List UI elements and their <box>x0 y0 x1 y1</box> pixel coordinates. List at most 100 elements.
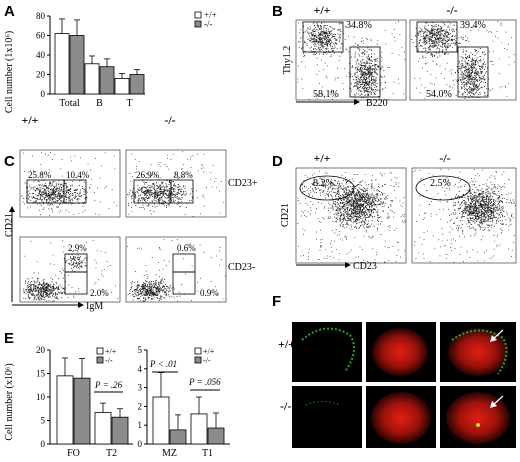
panel-b-dots-b220-wt <box>348 37 386 99</box>
panel-e-legend-ko-2: -/- <box>203 356 211 365</box>
panel-e-right-category-mz: MZ <box>162 448 177 459</box>
panel-e-left-ytick-label-2: 10 <box>36 392 46 402</box>
panel-a-bar-chart: Cell number (1x10⁶) 0 20 40 60 80 Total B T +/… <box>4 10 217 113</box>
panel-e-ylabel: Cell number (x10⁶) <box>4 363 15 440</box>
panel-label-a: A <box>4 3 15 20</box>
panel-a-ytick-label-3: 60 <box>36 31 46 41</box>
panel-c-gate-wt-top-right <box>63 179 87 204</box>
panel-b-genotype-wt: +/+ <box>313 3 330 17</box>
panel-b-ko-bottom-value: 54.0% <box>426 89 452 100</box>
follicle-wt-red <box>372 328 428 376</box>
panel-e-right-ytick-label-4: 4 <box>138 364 143 374</box>
panel-c-dots-wt-top-bg <box>23 152 118 216</box>
panel-d-xlabel: CD23 <box>353 261 377 272</box>
panel-b-ylabel: Thy1.2 <box>282 46 293 75</box>
panel-e-legend-swatch-ko-2 <box>194 356 202 364</box>
panel-b-xlabel: B220 <box>366 98 388 109</box>
panel-e-right-bar-t1-ko <box>207 427 225 445</box>
panel-e-legend-ko-1: -/- <box>105 356 113 365</box>
panel-a-bar-total-ko <box>69 35 85 95</box>
panel-e-right-bar-t1-wt <box>190 413 208 445</box>
panel-c-ko-bottom-value-2: 0.9% <box>200 288 219 298</box>
panel-c-gate-ko-top-right <box>170 179 194 204</box>
panel-b-plot-wt <box>295 19 407 101</box>
panel-a-bar-b-wt <box>84 63 100 95</box>
panel-a-bar-t-ko <box>129 74 145 95</box>
panel-e-right-ytick-label-1: 1 <box>138 420 143 430</box>
panel-b-gate-thy-wt <box>302 21 344 53</box>
panel-c-flow-plots: CD21 25.8% 10.4% 26.9% 8.8% 2.9% 2.0% 0.… <box>4 149 258 312</box>
panel-e-legend-wt-2: +/+ <box>203 347 215 356</box>
panel-b-gate-b220-wt <box>349 46 381 98</box>
panel-c-ko-top-value-1: 26.9% <box>136 170 160 180</box>
panel-e-right-ytick-label-3: 3 <box>138 383 143 393</box>
panel-b-wt-bottom-value: 58.1% <box>313 89 339 100</box>
panel-e-left-category-t2: T2 <box>106 448 117 459</box>
panel-e-left-ytick-label-3: 15 <box>36 369 46 379</box>
panel-b-gate-thy-ko <box>416 21 458 53</box>
follicle-ko-merge <box>446 392 510 444</box>
legend-label-wt: +/+ <box>204 10 217 20</box>
panel-e-bar-charts: Cell number (x10⁶) 0 5 10 15 20 0 1 2 3 4 5 FO T2 MZ… <box>4 345 230 459</box>
panel-d-dots-wt-mz <box>297 177 365 203</box>
panel-e-legend-swatch-ko-1 <box>96 356 104 364</box>
panel-c-plot-wt-top <box>19 149 121 218</box>
panel-e-p-t1: P = .056 <box>188 377 221 387</box>
panel-b-dots-bg-wt <box>297 21 406 100</box>
panel-c-ko-bottom-value-1: 0.6% <box>177 243 196 253</box>
panel-c-gate-wt-bottom-lower <box>64 271 88 295</box>
legend-label-ko: -/- <box>204 19 213 29</box>
panel-b-plot-ko <box>409 19 517 101</box>
panel-b-dots-bg-ko <box>414 21 515 99</box>
panel-b-genotype-ko: -/- <box>446 3 457 17</box>
panel-c-dots-ko-bottom-bg <box>127 239 226 302</box>
panel-label-b: B <box>272 3 283 20</box>
panel-c-wt-top-value-2: 10.4% <box>66 170 90 180</box>
panel-e-p-t2: P = .26 <box>94 380 123 390</box>
panel-f-genotype-wt: +/+ <box>278 337 295 351</box>
panel-a-category-t: T <box>126 98 132 109</box>
panel-c-gate-ko-bottom-upper <box>172 253 196 273</box>
panel-e-left-bar-t2-ko <box>111 416 129 445</box>
panel-b-dots-b220-ko <box>449 40 494 98</box>
panel-d-gate-ko <box>415 175 471 201</box>
panel-a-category-total: Total <box>59 98 80 109</box>
follicle-ko-red <box>371 392 431 444</box>
panel-label-c: C <box>4 153 15 170</box>
panel-e-right-ytick-label-2: 2 <box>138 401 143 411</box>
panel-a-ytick-label-2: 40 <box>36 50 46 60</box>
panel-e-p-mz: P < .01 <box>149 359 177 369</box>
arrow-icon <box>490 329 504 342</box>
panel-c-row-label-bottom: CD23- <box>228 262 255 273</box>
panel-c-xlabel: IgM <box>86 301 103 312</box>
panel-d-dots-ko <box>429 176 516 241</box>
panel-b-gate-b220-ko <box>457 46 489 98</box>
panel-e-right-ytick-label-5: 5 <box>138 345 143 355</box>
panel-c-wt-bottom-value-2: 2.0% <box>90 288 109 298</box>
panel-d-ylabel: CD21 <box>280 203 291 227</box>
panel-c-plot-ko-bottom <box>125 236 227 303</box>
legend-swatch-ko <box>194 20 202 28</box>
micrograph-wt-green <box>292 322 362 382</box>
panel-c-gate-ko-bottom-lower <box>172 271 196 295</box>
panel-b-ko-top-value: 39.4% <box>460 20 486 31</box>
panel-a-ytick-label-4: 80 <box>36 11 46 21</box>
panel-e-legend-swatch-wt-1 <box>96 347 104 355</box>
panel-a-bar-total-wt <box>54 33 70 95</box>
genotype-label-wt: +/+ <box>21 113 38 127</box>
green-ring-wt-merge <box>451 329 508 375</box>
panel-a-ylabel: Cell number (1x10⁶) <box>4 31 15 113</box>
panel-c-dots-wt-top <box>21 177 96 212</box>
panel-e-left-ytick-label-0: 0 <box>41 439 46 449</box>
panel-d-dots-wt-bg <box>297 170 406 263</box>
panel-b-x-arrowhead <box>354 99 360 105</box>
genotype-label-ko: -/- <box>164 113 175 127</box>
panel-a-category-b: B <box>96 98 103 109</box>
panel-c-plot-wt-bottom <box>19 236 121 303</box>
panel-f-genotype-ko: -/- <box>280 399 291 413</box>
panel-d-dots-ko-bg <box>413 169 515 263</box>
panel-b-wt-top-value: 34.8% <box>346 20 372 31</box>
panel-e-legend-wt-1: +/+ <box>105 347 117 356</box>
panel-a-bar-t-wt <box>114 78 130 95</box>
